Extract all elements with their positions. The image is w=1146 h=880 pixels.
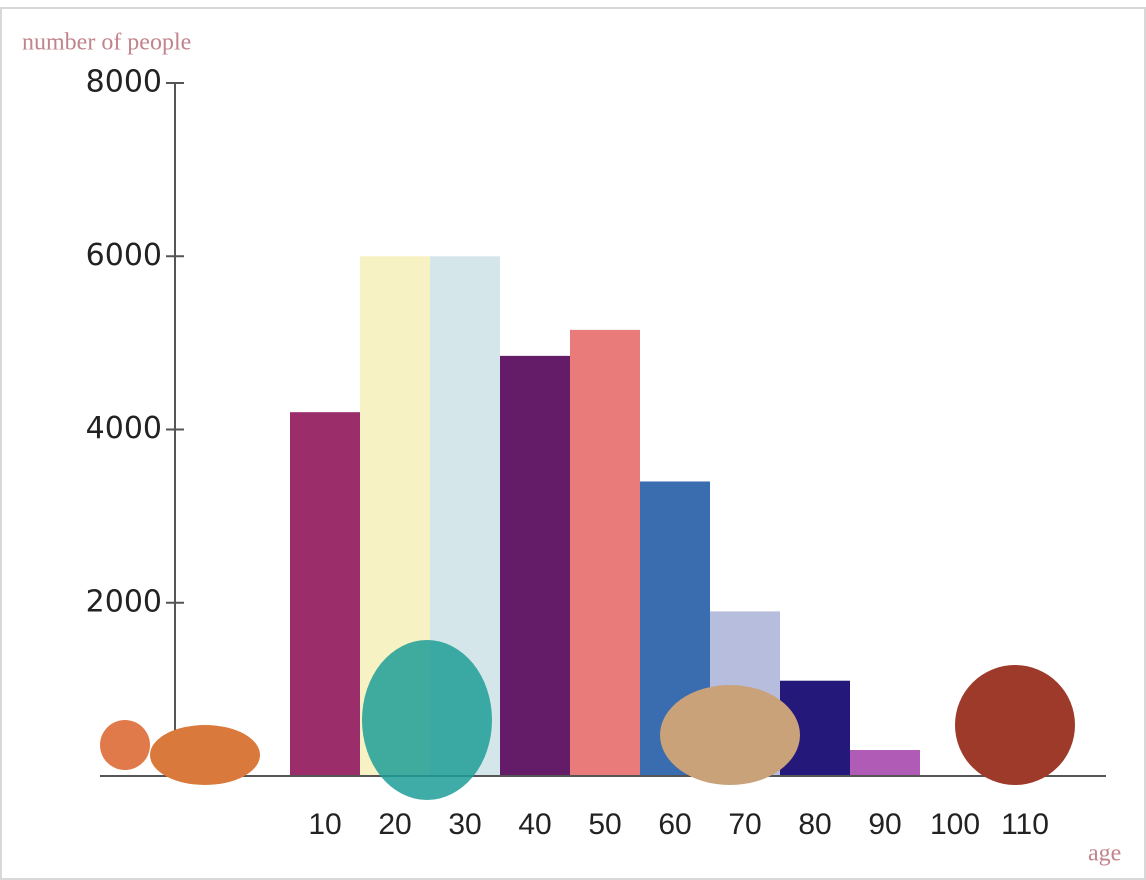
bar bbox=[570, 329, 640, 776]
y-tick-label: 4000 bbox=[86, 411, 162, 446]
x-tick-label: 50 bbox=[588, 808, 621, 841]
x-axis-title: age bbox=[1088, 841, 1121, 867]
bar bbox=[500, 355, 570, 776]
decoration bbox=[955, 665, 1075, 785]
x-tick-label: 10 bbox=[308, 808, 341, 841]
bar bbox=[290, 412, 360, 776]
x-tick-label: 70 bbox=[728, 808, 761, 841]
decoration bbox=[100, 720, 150, 770]
bar bbox=[850, 750, 920, 776]
x-tick-label: 80 bbox=[798, 808, 831, 841]
x-tick-label: 110 bbox=[1001, 808, 1049, 841]
y-tick-label: 2000 bbox=[86, 584, 162, 619]
x-tick-label: 90 bbox=[868, 808, 901, 841]
decoration bbox=[150, 725, 260, 785]
x-tick-label: 100 bbox=[930, 808, 980, 841]
x-tick-label: 60 bbox=[658, 808, 691, 841]
y-axis-title: number of people bbox=[22, 30, 191, 56]
decoration bbox=[660, 685, 800, 785]
y-tick-label: 6000 bbox=[86, 238, 162, 273]
x-tick-label: 20 bbox=[378, 808, 411, 841]
decoration bbox=[362, 640, 492, 800]
x-tick-label: 40 bbox=[518, 808, 551, 841]
x-tick-label: 30 bbox=[448, 808, 481, 841]
y-tick-label: 8000 bbox=[86, 65, 162, 100]
